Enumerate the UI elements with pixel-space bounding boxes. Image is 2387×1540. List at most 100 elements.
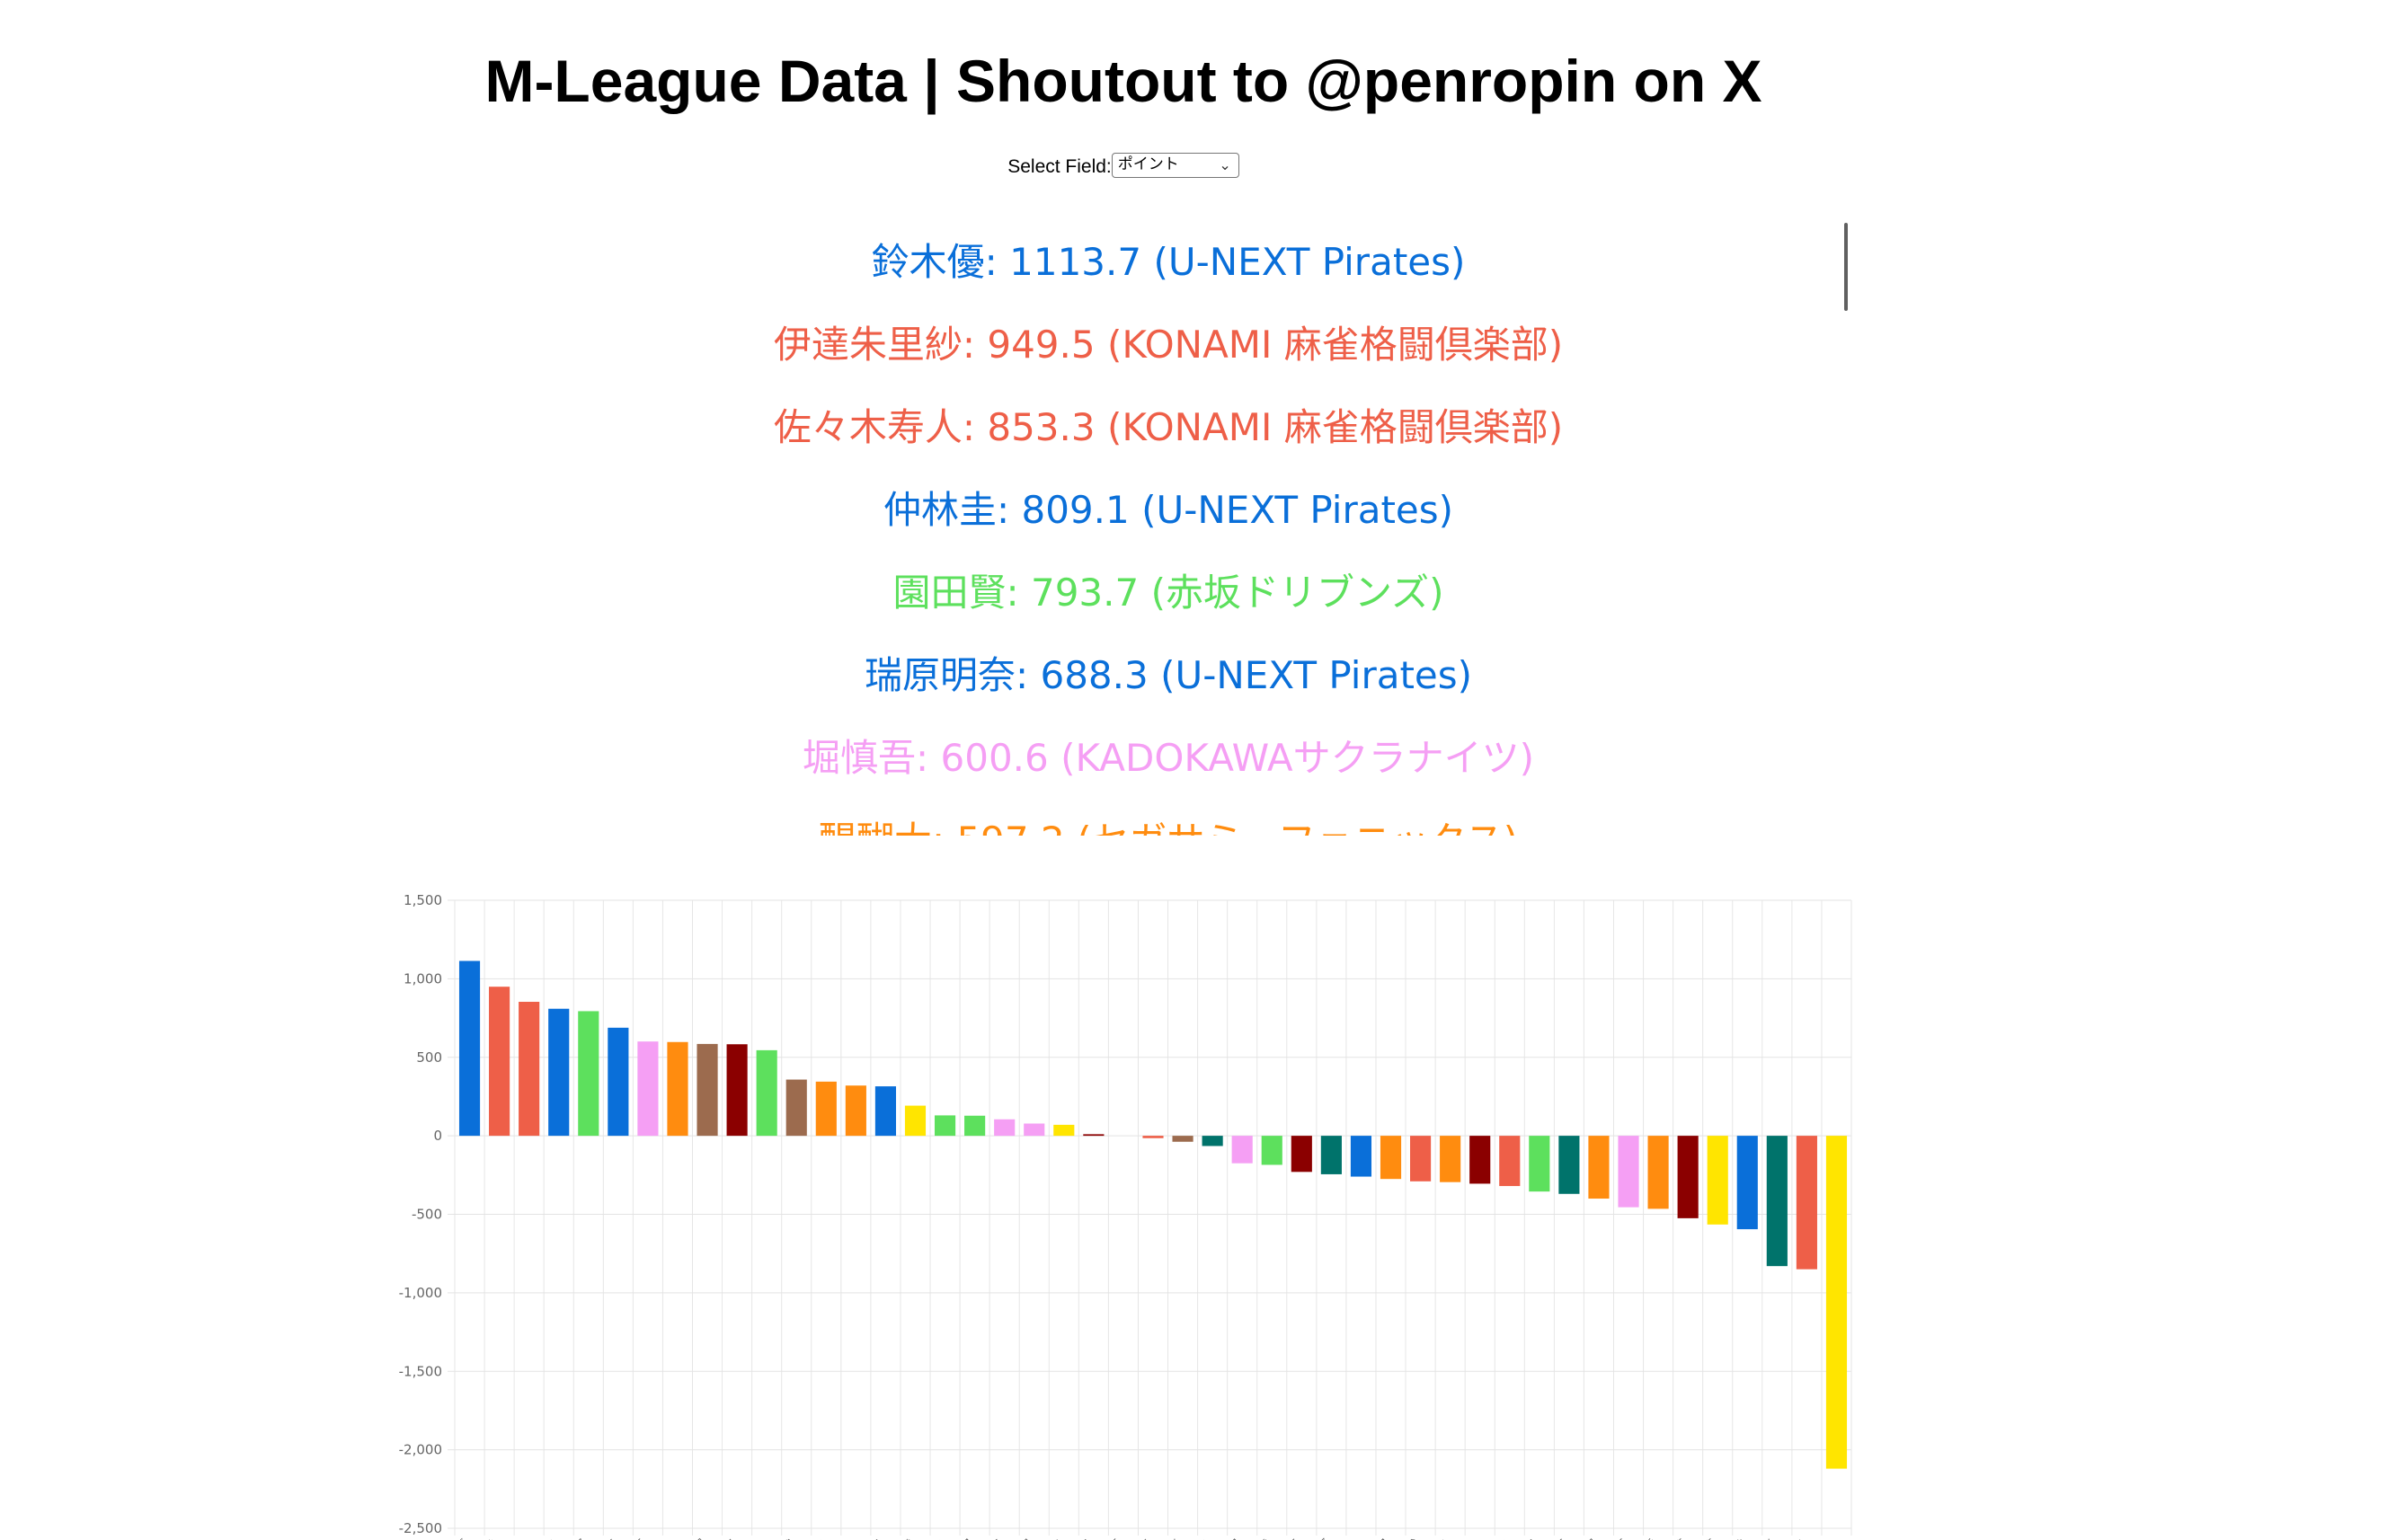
field-selector-row: Select Field: ポイント ⌄ [0,153,2247,181]
ranking-item: 瑞原明奈: 688.3 (U-NEXT Pirates) [864,653,1473,697]
ranking-value: 600.6 [940,736,1049,780]
field-selector-label: Select Field: [1007,156,1112,177]
bar [1291,1136,1312,1173]
x-tick-label: 駆 [1315,1537,1334,1540]
y-tick-label: -500 [412,1207,442,1223]
bar [1172,1136,1194,1142]
x-tick-label: 優 [453,1537,472,1540]
y-tick-label: 1,000 [404,970,442,987]
ranking-player-name: 鈴木優 [871,240,985,284]
ranking-team: KONAMI 麻雀格闘倶楽部 [1122,323,1548,367]
x-tick-label: 吾 [1107,1537,1126,1540]
x-tick-label: 太 [928,1537,947,1540]
ranking-value: 688.3 [1040,653,1149,697]
ranking-item: 鈴木優: 1113.7 (U-NEXT Pirates) [871,240,1466,284]
ranking-value: 597.2 [956,819,1064,836]
ranking-team: U-NEXT Pirates [1156,488,1439,532]
x-tick-label: 冷 [1463,1537,1482,1540]
x-tick-label: 奈 [601,1537,620,1540]
ranking-list[interactable]: 鈴木優: 1113.7 (U-NEXT Pirates) 伊達朱里紗: 949.5… [476,221,1860,836]
bar [1320,1136,1342,1174]
x-tick-label: 泰 [1137,1537,1156,1540]
x-tick-label: 哲 [1642,1537,1661,1540]
x-tick-label: 翔 [691,1537,710,1540]
x-tick-label: 未 [1433,1537,1452,1540]
bar [1231,1136,1253,1164]
ranking-value: 809.1 [1021,488,1130,532]
ranking-player-name: 園田賢 [892,571,1007,615]
ranking-player-name: 伊達朱里紗 [773,323,963,367]
x-tick-label: 紀 [1374,1537,1393,1540]
page-title: M-League Data | Shoutout to @penropin on… [484,48,1762,114]
x-tick-label: 康 [1611,1536,1631,1540]
ranking-team: KONAMI 麻雀格闘倶楽部 [1122,405,1548,449]
ranking-value: 1113.7 [1009,240,1142,284]
x-tick-label: 史 [1790,1537,1809,1540]
ranking-value: 949.5 [987,323,1096,367]
bar [667,1041,688,1137]
x-tick-label: 紗 [483,1537,501,1540]
x-tick-label: 太 [810,1537,829,1540]
y-tick-label: -2,000 [399,1442,442,1458]
x-tick-label: 達 [1256,1537,1274,1540]
x-tick-label: 聡 [1404,1537,1423,1540]
x-tick-label: 隆 [988,1537,1007,1540]
y-tick-label: 500 [416,1049,442,1066]
ranking-scrollbar[interactable] [1844,223,1848,311]
bar [1677,1136,1699,1218]
bar [845,1085,866,1137]
ranking-player-name: 佐々木寿人 [773,405,963,449]
bar [1053,1124,1075,1137]
ranking-player-name: 瑞原明奈 [864,653,1016,697]
bar [519,1002,540,1137]
x-tick-label: 孝 [1167,1537,1185,1540]
bar [578,1011,599,1137]
ranking-item: 佐々木寿人: 853.3 (KONAMI 麻雀格闘倶楽部) [773,405,1564,449]
bar [1766,1136,1788,1267]
x-tick-label: 蓋 [1672,1537,1690,1540]
x-tick-label: 鶴 [779,1536,799,1540]
x-tick-label: 憲 [1582,1536,1602,1540]
bar [1469,1136,1491,1184]
bar [1736,1136,1758,1230]
x-tick-label: 多 [1195,1536,1215,1540]
bar [489,987,510,1137]
y-tick-label: -1,500 [399,1363,442,1379]
ranking-item: 醍醐大: 597.2 (セガサミーフェニックス) [476,800,1860,836]
x-tick-label: 達 [899,1537,918,1540]
x-tick-label: 太 [1493,1537,1512,1540]
bar [1350,1136,1372,1177]
bar [697,1043,718,1137]
bar [1796,1136,1817,1270]
x-tick-label: 人 [512,1537,531,1540]
field-select-dropdown[interactable]: ポイント ⌄ [1111,153,1239,179]
bar [1499,1136,1521,1187]
bar [1440,1136,1461,1182]
bar [874,1086,896,1137]
ranking-value: 853.3 [987,405,1096,449]
bar [1261,1136,1282,1165]
ranking-item: 園田賢: 793.7 (赤坂ドリブンズ) [892,571,1444,615]
y-tick-label: -1,000 [399,1285,442,1301]
bar [1024,1123,1045,1137]
ranking-team: KADOKAWAサクラナイツ [1075,736,1520,780]
x-tick-label: 吾 [632,1537,651,1540]
bar [934,1115,956,1137]
x-tick-label: 孝 [1761,1537,1779,1540]
x-tick-label: 平 [1285,1537,1304,1540]
field-select-value: ポイント [1117,155,1179,174]
ranking-team: U-NEXT Pirates [1167,240,1451,284]
bar [458,960,481,1137]
y-tick-label: 0 [433,1128,442,1144]
x-tick-label: 賢 [572,1537,590,1540]
ranking-player-name: 仲林圭 [883,488,997,532]
y-tick-label: 1,500 [404,892,442,908]
bar [1825,1136,1848,1469]
ranking-team: セガサミーフェニックス [1091,819,1503,836]
bar [1380,1136,1402,1180]
ranking-item: 伊達朱里紗: 949.5 (KONAMI 麻雀格闘倶楽部) [773,323,1564,367]
bar [1083,1134,1105,1137]
bar [815,1081,837,1137]
bar [1142,1136,1164,1138]
bar [1707,1136,1728,1225]
